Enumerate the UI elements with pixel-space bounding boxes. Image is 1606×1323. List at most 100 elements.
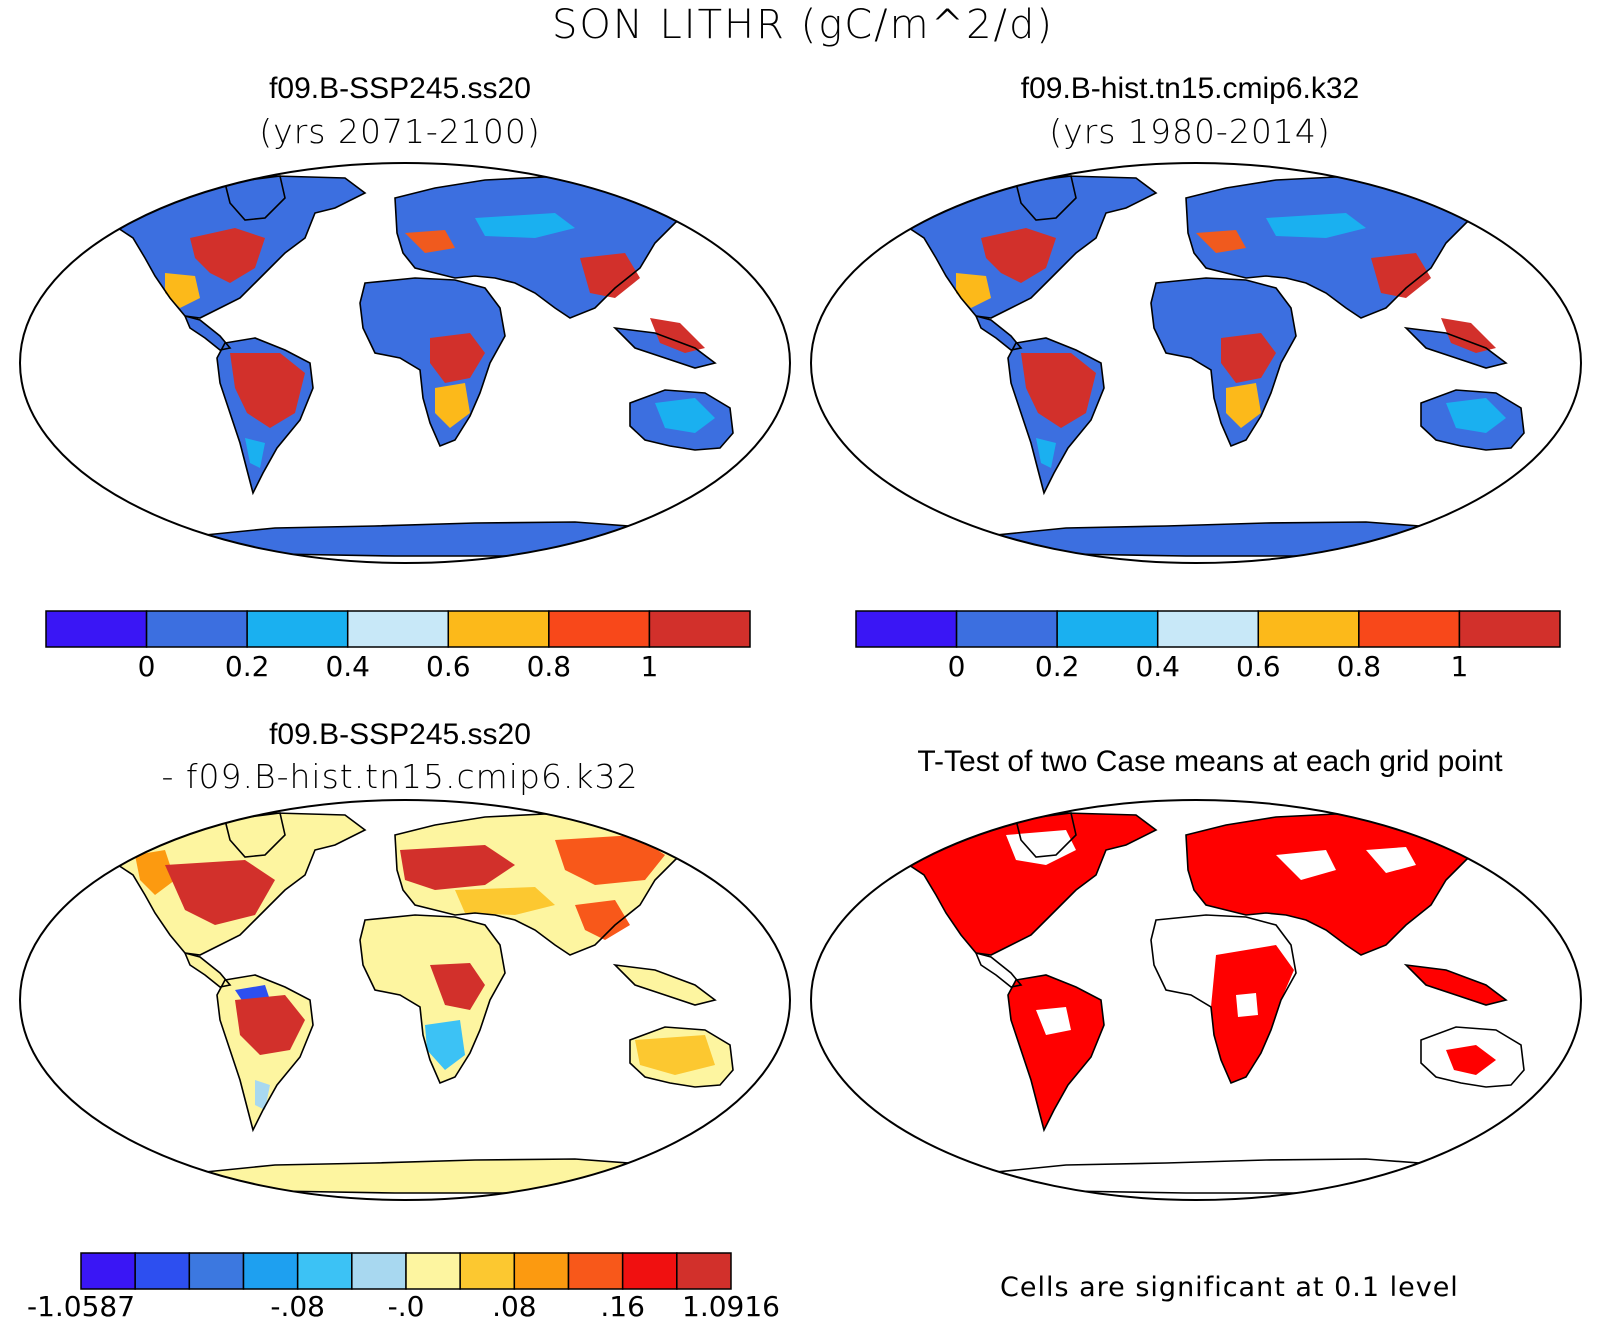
colorbar-labels-top-left: 0 0.2 0.4 0.6 0.8 1 [45, 650, 751, 690]
tl-map-border [19, 162, 791, 564]
map-top-right [810, 162, 1582, 564]
br-nonsignificant-region-1 [1156, 927, 1226, 965]
colorbar-tick-label: .16 [600, 1290, 645, 1323]
map-top-left [19, 162, 791, 564]
map-bottom-right [810, 799, 1582, 1201]
tl-coastline-centralAmerica [183, 314, 232, 351]
tr-region-3 [1036, 438, 1056, 468]
colorbar-top-left [45, 610, 751, 648]
br-significant-region-3 [1008, 975, 1104, 1130]
br-nonsignificant-region-3 [1366, 847, 1416, 873]
colorbar-swatch-3 [1156, 610, 1260, 648]
panel-subtitle-top-left: (yrs 2071-2100) [259, 112, 541, 151]
colorbar-swatch-4 [447, 610, 550, 648]
br-significant-region-5 [1406, 965, 1506, 1005]
tl-coastline-greenland [224, 175, 286, 221]
bl-land-africa [360, 915, 505, 1083]
bl-hot-region-4 [430, 963, 485, 1010]
colorbar-tick-label: 0.2 [224, 650, 270, 683]
colorbar-swatch-0 [80, 1252, 136, 1290]
bl-coastline-indonesia [612, 963, 717, 1006]
colorbar-tick-label: 0.4 [325, 650, 370, 683]
colorbar-swatch-6 [1458, 610, 1561, 648]
colorbar-tick-label: 0.6 [1236, 650, 1281, 683]
tl-hot-region-5 [650, 318, 705, 353]
colorbar-swatch-10 [621, 1252, 678, 1290]
bl-hot-region-5 [575, 900, 630, 940]
bl-coastline-australia [629, 1026, 734, 1088]
tl-land-antarctica [175, 522, 655, 556]
bl-coastline-northAmerica [109, 812, 367, 956]
map-panel-bottom-right [810, 799, 1582, 1201]
bl-region-2 [635, 1035, 715, 1075]
colorbar-tick-label: 0 [947, 650, 966, 683]
colorbar-swatch-1 [955, 610, 1058, 648]
tr-map-border [810, 162, 1582, 564]
bl-coastline-centralAmerica [183, 951, 232, 988]
br-nonsignificant-region-0 [1006, 830, 1076, 865]
tl-region-1 [435, 383, 470, 428]
tr-coastline-australia [1420, 389, 1525, 451]
tr-hot-region-4 [1196, 230, 1246, 253]
colorbar-swatch-6 [405, 1252, 461, 1290]
br-coastline-northAmerica [900, 812, 1158, 956]
map-panel-top-left [19, 162, 791, 564]
tr-coastline-centralAmerica [974, 314, 1023, 351]
colorbar-swatch-8 [513, 1252, 570, 1290]
panel-subtitle-bottom-left: - f09.B-hist.tn15.cmip6.k32 [161, 757, 639, 796]
colorbar-swatch-7 [459, 1252, 516, 1290]
panel-title-top-left: f09.B-SSP245.ss20 [269, 72, 531, 105]
colorbar-tick-label: 0.2 [1034, 650, 1080, 683]
bl-hot-region-3 [235, 995, 305, 1055]
tr-hot-region-2 [1221, 333, 1276, 383]
figure-title: SON LITHR (gC/m^2/d) [551, 2, 1055, 48]
bl-hot-region-2 [555, 835, 665, 885]
tr-region-2 [1446, 398, 1506, 433]
tr-coastline-africa [1150, 277, 1297, 448]
tr-land-indonesia [1406, 328, 1506, 368]
tl-region-4 [475, 213, 575, 238]
colorbar-top-right [855, 610, 1561, 648]
tr-coastline-greenland [1015, 175, 1077, 221]
br-coastline-australia [1420, 1026, 1525, 1088]
tr-hot-region-5 [1441, 318, 1496, 353]
br-significant-region-4 [1446, 1045, 1496, 1075]
colorbar-swatch-4 [296, 1252, 353, 1290]
bl-region-3 [425, 1020, 465, 1070]
tl-coastline-southAmerica [216, 337, 314, 496]
colorbar-labels-bottom-left: -1.0587 -.08 -.0 .08 .16 1.0916 [27, 1290, 780, 1323]
tr-hot-region-0 [981, 228, 1056, 283]
bl-hot-region-0 [165, 860, 275, 925]
colorbar-swatch-5 [1358, 610, 1461, 648]
bl-coastline-africa [359, 914, 506, 1085]
colorbar-swatch-3 [242, 1252, 299, 1290]
tr-region-1 [1226, 383, 1261, 428]
colorbar-tick-label: 0.4 [1135, 650, 1180, 683]
tl-hot-region-3 [580, 253, 640, 298]
bl-hot-region-1 [400, 845, 515, 890]
colorbar-labels-top-right: 0 0.2 0.4 0.6 0.8 1 [855, 650, 1561, 690]
colorbar-tick-label: .08 [492, 1290, 537, 1323]
colorbar-tick-label: 0.8 [526, 650, 572, 683]
panel-title-bottom-left: f09.B-SSP245.ss20 [269, 718, 531, 751]
colorbar-swatch-2 [246, 610, 349, 648]
colorbar-swatch-5 [548, 610, 651, 648]
tr-coastline-indonesia [1403, 326, 1508, 369]
br-coastline-centralAmerica [974, 951, 1023, 988]
colorbar-tick-label: 0.6 [426, 650, 471, 683]
colorbar-swatch-1 [145, 610, 248, 648]
tl-coastline-africa [359, 277, 506, 448]
bl-land-greenland [225, 813, 285, 857]
tl-region-2 [655, 398, 715, 433]
tl-hot-region-1 [230, 353, 305, 428]
tl-coastline-australia [629, 389, 734, 451]
tl-region-0 [165, 273, 200, 308]
tr-land-antarctica [966, 522, 1446, 556]
colorbar-swatch-0 [855, 610, 958, 648]
tr-hot-region-3 [1371, 253, 1431, 298]
map-panel-top-right [810, 162, 1582, 564]
br-coastline-africa [1150, 914, 1297, 1085]
colorbar-bottom-left [80, 1252, 732, 1290]
bl-land-indonesia [615, 965, 715, 1005]
tl-land-greenland [225, 176, 285, 220]
